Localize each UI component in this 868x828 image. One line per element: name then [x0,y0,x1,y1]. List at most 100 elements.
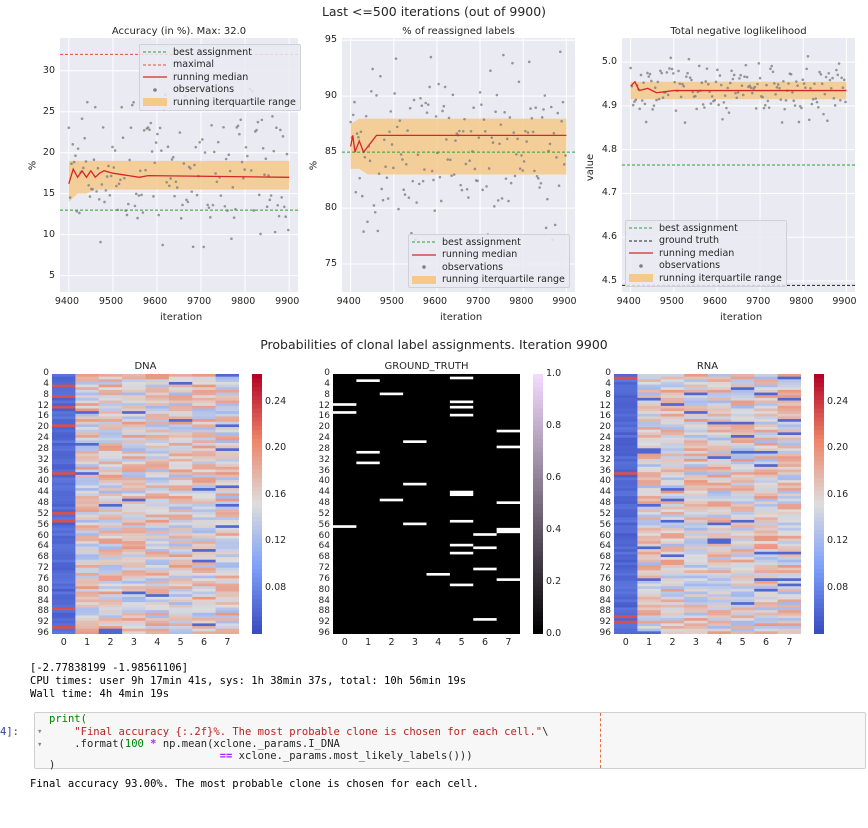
heatmap-cell [145,403,170,407]
heatmap-cell [660,628,685,632]
heatmap-cell [754,384,779,388]
heatmap-cell [730,509,755,513]
heatmap-cell [754,506,779,510]
colorbar-segment [814,417,824,423]
heatmap-cell [496,461,520,465]
heatmap-cell [98,567,123,571]
observation-point [67,126,71,130]
heatmap-cell [168,535,193,539]
heatmap-cell [684,557,708,561]
heatmap-cell [449,400,474,404]
observation-point [148,128,151,132]
fold-marker[interactable]: ▾ [37,740,43,750]
heatmap-cell [145,543,170,547]
cell-prompt: 4]: [0,726,19,738]
heatmap-cell [98,570,123,574]
code-line-2[interactable]: "Final accuracy {:.2f}%. The most probab… [49,726,548,739]
heatmap-cell [98,379,123,383]
observation-point [395,125,399,129]
heatmap-cell [707,379,732,383]
heatmap-cell [473,504,498,508]
legend-label: running iterquartile range [173,96,296,108]
legend-swatch-observations [412,262,436,272]
heatmap-cell [777,610,801,614]
colorbar-segment [252,387,262,392]
heatmap-cell [145,618,170,622]
observation-point [376,229,380,233]
heatmap-cell [403,384,427,388]
heatmap-cell [403,596,427,600]
heatmap-cell [98,474,123,478]
colorbar-segment [252,404,262,410]
observation-point [386,197,390,200]
heatmap-cell [707,602,732,606]
heatmap-cell [356,565,381,569]
heatmap-cell [449,612,474,616]
code-line-3[interactable]: .format(100 * np.mean(xclone._params.I_D… [49,738,340,751]
heatmap-cell [496,376,520,380]
heatmap-cell [52,610,76,614]
heatmap-cell [98,583,123,587]
heatmap-cell [684,442,708,447]
heatmap-cell [168,496,193,500]
fold-marker[interactable]: ▾ [37,727,43,737]
heatmap-cell [426,525,451,529]
code-cell[interactable]: ▾ ▾ print( "Final accuracy {:.2f}%. The … [34,712,866,769]
heatmap-cell [168,514,193,518]
heatmap-cell [473,533,498,537]
code-line-1[interactable]: print( [49,713,87,726]
heatmap-cell [75,376,100,380]
observation-point [638,107,641,111]
heatmap-y-tick: 36 [599,465,611,476]
heatmap-cell [145,488,170,492]
heatmap-cell [145,490,170,494]
observation-point [784,99,788,102]
heatmap-cell [215,482,239,486]
heatmap-cell [637,618,662,622]
heatmap-cell [777,618,801,622]
heatmap-cell [403,562,427,566]
heatmap-cell [98,442,123,447]
code-line-4[interactable]: == xclone._params.most_likely_labels())) [49,750,473,763]
heatmap-cell [356,472,381,476]
heatmap-cell [379,570,404,574]
observation-point [800,106,803,110]
heatmap-cell [168,551,193,555]
heatmap-cell [730,519,755,523]
observation-point [246,154,249,158]
heatmap-cell [145,498,170,502]
heatmap-cell [449,490,474,494]
heatmap-cell [730,567,755,571]
x-tick-label: 9500 [659,296,684,307]
heatmap-cell [122,421,146,425]
heatmap-cell [707,466,732,470]
heatmap-cell [777,628,801,632]
heatmap-cell [777,519,801,523]
heatmap-cell [379,427,404,431]
heatmap-cell [215,437,239,441]
heatmap-cell [426,466,451,470]
heatmap-cell [333,586,357,590]
heatmap-cell [98,389,123,393]
observation-point [559,50,562,54]
y-tick-label: 75 [324,258,337,270]
heatmap-cell [403,543,427,547]
heatmap-cell [660,405,685,409]
observation-point [713,98,717,102]
heatmap-cell [215,374,239,378]
heatmap-cell [333,623,357,627]
heatmap-y-tick: 84 [599,595,611,606]
heatmap-cell [75,610,100,614]
colorbar-segment [252,525,262,531]
heatmap-x-tick: 0 [622,637,629,648]
heatmap-cell [122,588,146,592]
heatmap-y-tick: 12 [318,400,330,411]
heatmap-cell [52,631,76,634]
heatmap-cell [379,535,404,539]
heatmap-cell [52,421,76,425]
heatmap-cell [215,578,239,582]
code-line-close[interactable]: ) [49,759,56,771]
heatmap-cell [426,400,451,404]
heatmap-cell [754,557,779,561]
heatmap-cell [98,384,123,388]
